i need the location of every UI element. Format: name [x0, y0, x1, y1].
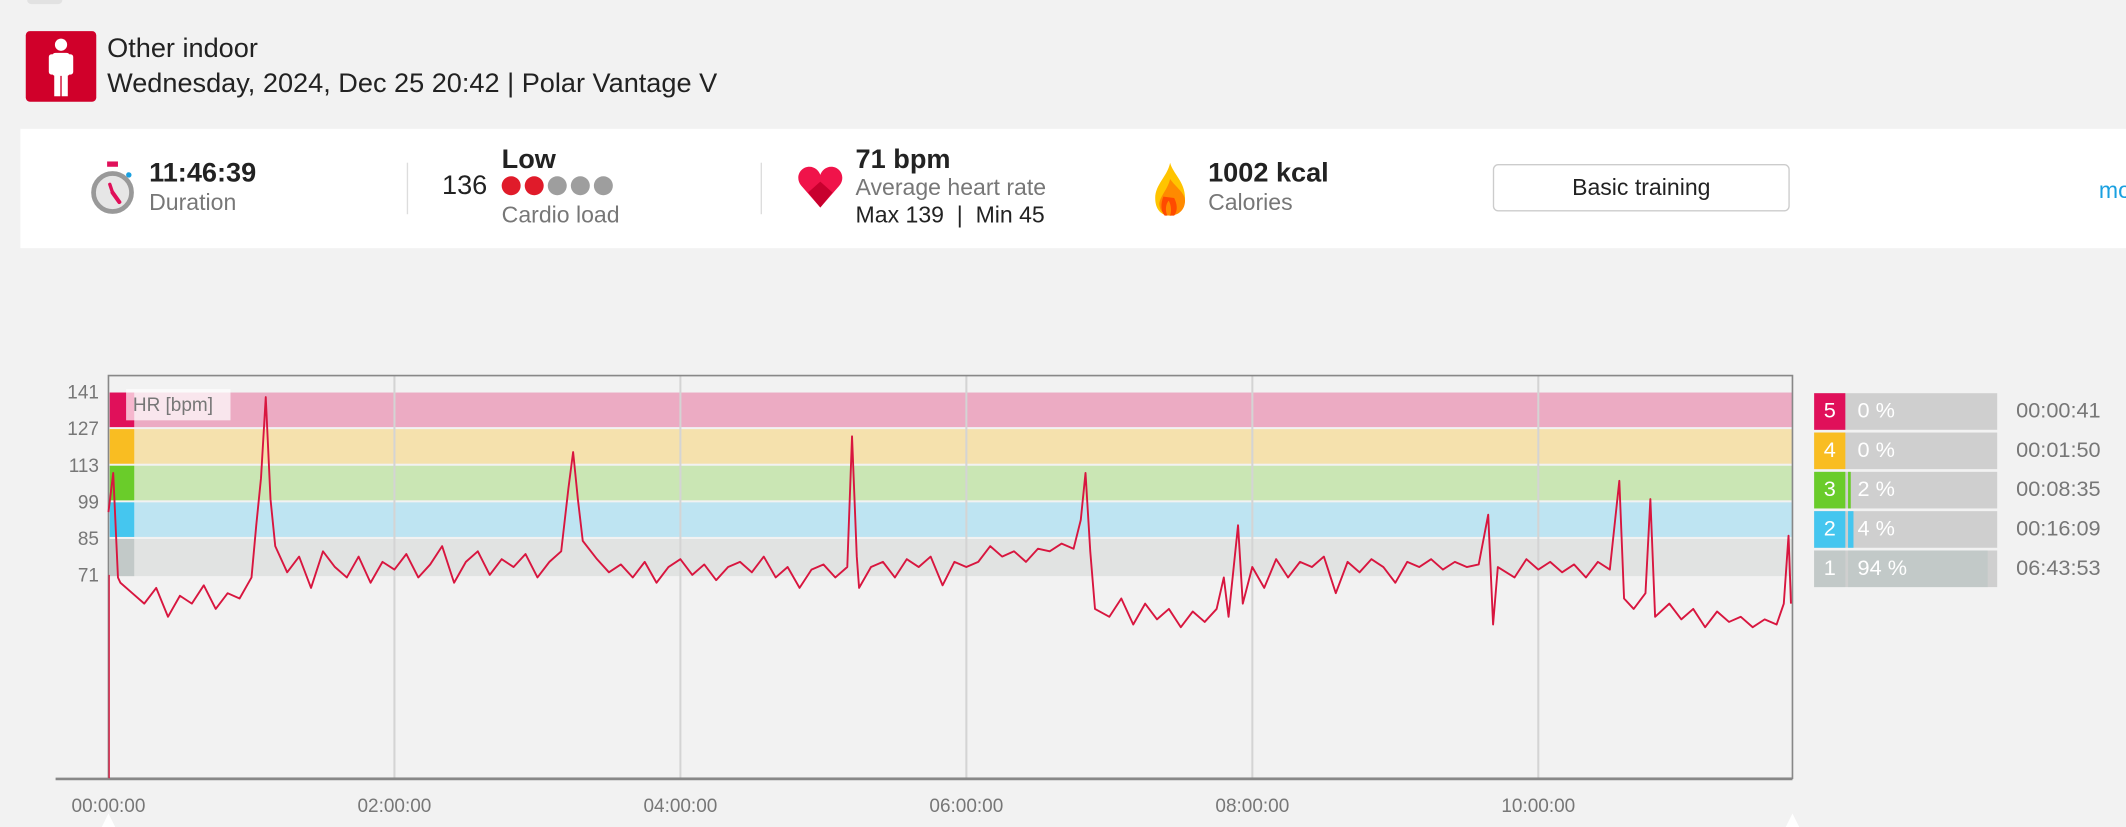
series-label-box: [126, 389, 231, 421]
tab-stub[interactable]: [27, 0, 63, 5]
x-tick-label: 00:00:00: [72, 796, 146, 817]
cardio-load-level: Low: [501, 145, 556, 175]
cardio-load-label: Cardio load: [501, 202, 620, 228]
zone-time: 00:08:35: [2016, 478, 2101, 502]
zone-row-4[interactable]: 4 0 %: [1814, 432, 1998, 470]
x-tick-label: 02:00:00: [358, 796, 432, 817]
stopwatch-icon: [91, 161, 134, 214]
zone-row-2[interactable]: 2 4 %: [1814, 511, 1998, 548]
zone-row-5[interactable]: 5 0 %: [1814, 393, 1998, 430]
zone-band-5: [108, 392, 1793, 428]
range-handle-left[interactable]: [101, 813, 116, 827]
zone-row-1[interactable]: 1 94 %: [1814, 550, 1998, 588]
cardio-load-value: 136: [442, 170, 488, 201]
more-link[interactable]: more: [2098, 177, 2126, 204]
zone-percent: 0 %: [1857, 439, 1895, 463]
range-handle-right[interactable]: [1785, 813, 1800, 827]
cardio-dot-filled: [501, 176, 521, 196]
hr-series-line: [107, 396, 1792, 629]
zone-band-3: [108, 465, 1793, 501]
zone-percent: 4 %: [1857, 517, 1895, 541]
y-tick-label: 71: [78, 566, 99, 587]
zone-fill-bar: [1848, 471, 1852, 509]
zone-time: 00:16:09: [2016, 517, 2101, 541]
divider: [760, 162, 762, 215]
x-tick-label: 04:00:00: [643, 796, 717, 817]
zone-fill-bar: [1848, 550, 1989, 588]
cardio-dot-empty: [593, 176, 613, 196]
calories-value: 1002 kcal: [1208, 158, 1329, 189]
duration-label: Duration: [149, 189, 237, 216]
zone-band-2: [108, 502, 1793, 537]
cardio-dot-filled: [524, 176, 544, 196]
heart-icon: [798, 166, 843, 208]
sport-title: Other indoor: [107, 33, 258, 64]
y-tick-label: 85: [78, 529, 99, 550]
zone-time: 06:43:53: [2016, 557, 2101, 581]
y-tick-label: 113: [69, 456, 99, 477]
zone-percent: 2 %: [1857, 478, 1895, 502]
zone-number: 3: [1814, 471, 1846, 509]
y-tick-label: 99: [78, 492, 99, 513]
cardio-dot-empty: [547, 176, 567, 196]
zone-fill-bar: [1848, 511, 1855, 548]
zone-number: 1: [1814, 550, 1846, 588]
basic-training-button[interactable]: Basic training: [1492, 164, 1790, 212]
max-min-hr: Max 139 | Min 45: [855, 202, 1045, 228]
cardio-load-dots: [501, 176, 617, 202]
zone-row-3[interactable]: 3 2 %: [1814, 471, 1998, 509]
cardio-dot-empty: [570, 176, 590, 196]
x-tick-label: 06:00:00: [929, 796, 1003, 817]
zone-marker-4: [109, 429, 135, 464]
session-date-device: Wednesday, 2024, Dec 25 20:42 | Polar Va…: [107, 69, 718, 99]
y-tick-label: 141: [67, 383, 99, 404]
zone-marker-2: [109, 502, 135, 537]
zone-band-4: [108, 429, 1793, 464]
avg-hr-label: Average heart rate: [855, 174, 1047, 201]
zone-time: 00:01:50: [2016, 439, 2101, 463]
zone-percent: 0 %: [1857, 399, 1895, 424]
sport-icon-person: [25, 31, 97, 102]
calories-label: Calories: [1208, 189, 1293, 216]
person-icon: [48, 38, 74, 97]
x-tick-label: 10:00:00: [1501, 796, 1575, 817]
divider: [406, 162, 409, 215]
zone-number: 4: [1814, 432, 1846, 470]
zone-number: 5: [1814, 393, 1846, 430]
avg-hr-value: 71 bpm: [855, 145, 951, 175]
y-tick-label: 127: [67, 419, 99, 440]
zone-number: 2: [1814, 511, 1846, 548]
flame-icon: [1155, 162, 1186, 216]
x-tick-label: 08:00:00: [1215, 796, 1289, 817]
summary-panel: 11:46:39 Duration Low 136 Cardio load 71…: [20, 128, 2126, 249]
zone-percent: 94 %: [1857, 557, 1907, 581]
series-label: HR [bpm]: [133, 395, 213, 416]
duration-value: 11:46:39: [149, 158, 257, 189]
zone-marker-1: [109, 538, 135, 577]
zone-time: 00:00:41: [2016, 399, 2101, 424]
